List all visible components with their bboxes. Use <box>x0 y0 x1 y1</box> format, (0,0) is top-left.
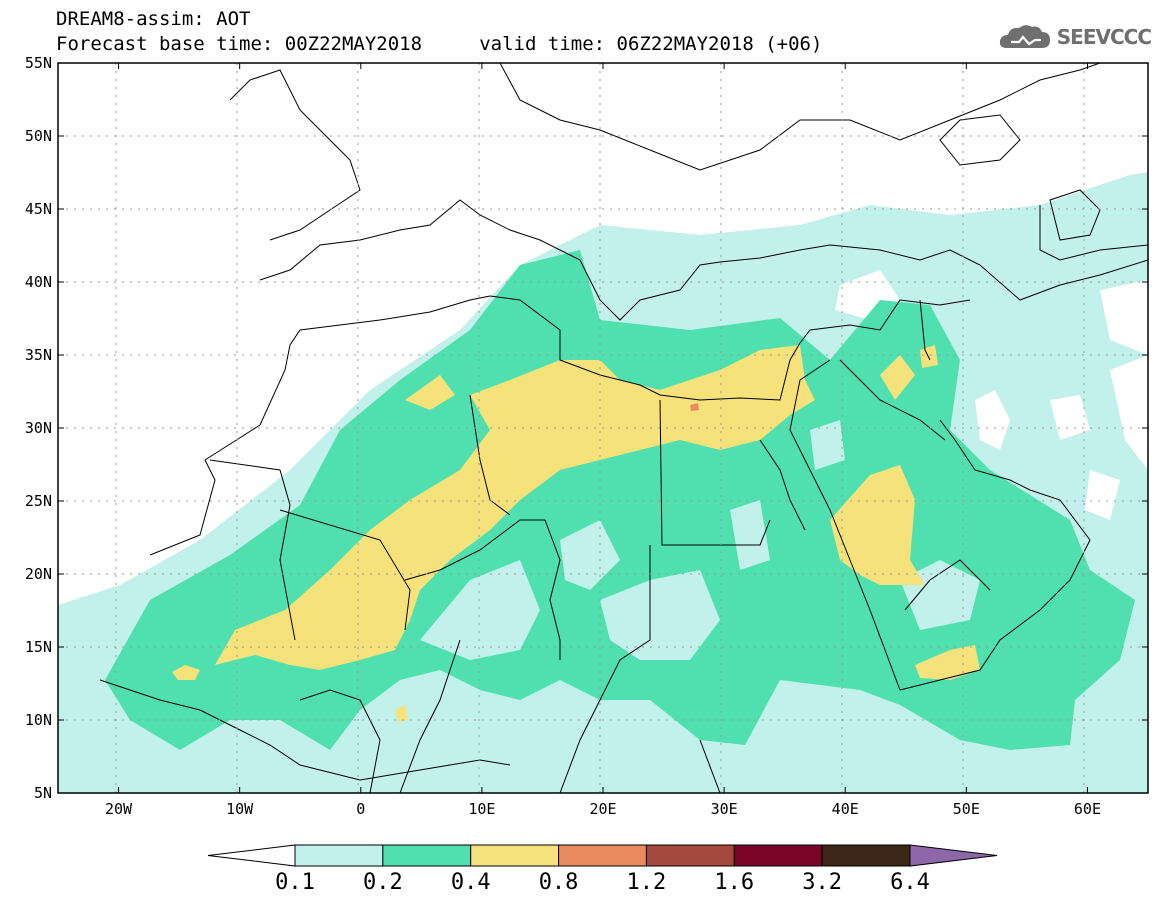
colorbar-swatch <box>821 844 911 867</box>
lat-tick-label: 30N <box>25 419 52 437</box>
colorbar-label: 0.1 <box>275 870 315 895</box>
colorbar-swatch <box>645 844 735 867</box>
lat-tick-label: 40N <box>25 273 52 291</box>
colorbar-swatch <box>470 844 560 867</box>
lon-tick-label: 10E <box>468 800 495 818</box>
map-title: DREAM8-assim: AOT <box>56 8 251 30</box>
colorbar-label: 1.6 <box>714 870 754 895</box>
axis-tick-marks <box>58 62 1148 794</box>
colorbar-label: 0.8 <box>539 870 579 895</box>
lon-tick-label: 20E <box>589 800 616 818</box>
longitude-labels: 20W 10W 0 10E 20E 30E 40E 50E 60E <box>105 800 1101 818</box>
lat-tick-label: 15N <box>25 638 52 656</box>
colorbar-swatch <box>733 844 823 867</box>
lat-tick-label: 50N <box>25 127 52 145</box>
aot-layer-peak <box>690 403 699 411</box>
seevccc-logo: SEEVCCC <box>997 22 1152 52</box>
lon-tick-label: 10W <box>226 800 254 818</box>
lon-tick-label: 30E <box>711 800 738 818</box>
colorbar-label: 0.2 <box>363 870 403 895</box>
lat-tick-label: 35N <box>25 346 52 364</box>
colorbar-swatch <box>382 844 472 867</box>
lon-tick-label: 60E <box>1074 800 1101 818</box>
colorbar-swatch <box>558 844 647 867</box>
colorbar-label: 1.2 <box>627 870 667 895</box>
lat-tick-label: 10N <box>25 711 52 729</box>
lat-tick-label: 25N <box>25 492 52 510</box>
map-subtitle-times: Forecast base time: 00Z22MAY2018 valid t… <box>56 33 823 55</box>
lon-tick-label: 50E <box>953 800 980 818</box>
lon-tick-label: 40E <box>832 800 859 818</box>
colorbar-swatch <box>294 844 384 867</box>
coastlines-and-borders <box>99 63 1148 793</box>
lat-tick-label: 55N <box>25 54 52 72</box>
colorbar-arrow-low <box>207 844 296 867</box>
aot-layer-high <box>172 345 980 722</box>
lon-tick-label: 20W <box>105 800 133 818</box>
logo-text: SEEVCCC <box>1056 25 1152 49</box>
colorbar-label: 6.4 <box>890 870 930 895</box>
colorbar-label: 3.2 <box>802 870 842 895</box>
lat-tick-label: 5N <box>34 784 52 802</box>
lon-tick-label: 0 <box>356 800 365 818</box>
graticule <box>58 63 1148 793</box>
lat-tick-label: 20N <box>25 565 52 583</box>
cloud-icon <box>999 25 1050 48</box>
latitude-labels: 5N 10N 15N 20N 25N 30N 35N 40N 45N 50N 55N <box>25 54 52 802</box>
colorbar-label: 0.4 <box>451 870 491 895</box>
lat-tick-label: 45N <box>25 200 52 218</box>
aot-layer-medium-gaps <box>420 420 980 660</box>
colorbar-arrow-high <box>909 844 998 867</box>
